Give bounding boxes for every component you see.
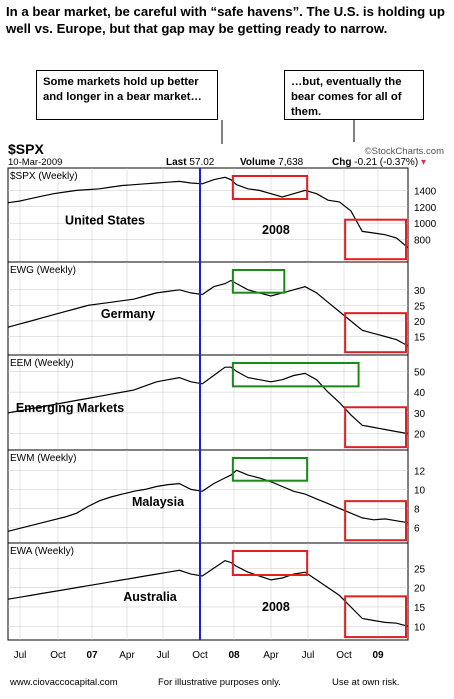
x-tick-label: Oct	[192, 650, 208, 661]
symbol: $SPX	[8, 141, 44, 157]
headline: In a bear market, be careful with “safe …	[6, 4, 445, 36]
y-tick-label: 20	[414, 430, 426, 441]
change-value: -0.21 (-0.37%)	[354, 157, 419, 168]
y-tick-label: 1400	[414, 186, 437, 197]
x-tick-label: Jul	[157, 650, 170, 661]
y-tick-label: 15	[414, 333, 426, 344]
x-tick-label: Oct	[50, 650, 66, 661]
panel-note: 2008	[262, 223, 290, 237]
price-line	[7, 279, 409, 347]
x-tick-label: Oct	[336, 650, 352, 661]
footer-risk: Use at own risk.	[332, 677, 400, 688]
y-tick-label: 8	[414, 504, 420, 515]
panel-note: 2008	[262, 600, 290, 614]
x-tick-label: Jul	[302, 650, 315, 661]
footer-site: www.ciovaccocapital.com	[10, 677, 118, 688]
panel-tag: EWG (Weekly)	[10, 265, 76, 276]
panel-1: 800 1000 1200 1400 $SPX (Weekly) United State…	[7, 167, 437, 263]
y-tick-label: 10	[414, 485, 426, 496]
y-tick-label: 40	[414, 388, 426, 399]
price-line	[7, 176, 409, 249]
y-tick-label: 10	[414, 622, 426, 633]
bear-box	[344, 312, 407, 354]
panel-tag: EEM (Weekly)	[10, 358, 74, 369]
x-tick-label: Apr	[263, 650, 279, 661]
panel-4: 6 8 10 12 EWM (Weekly) Malaysia	[7, 449, 426, 544]
panel-3: 20 30 40 50 EEM (Weekly) Emerging Markets	[7, 354, 426, 451]
y-tick-label: 25	[414, 564, 426, 575]
y-tick-label: 20	[414, 584, 426, 595]
chart-date: 10-Mar-2009	[8, 157, 63, 168]
x-tick-label: 07	[86, 650, 98, 661]
panel-tag: $SPX (Weekly)	[10, 171, 78, 182]
bear-box	[344, 500, 407, 542]
panel-title: Australia	[123, 590, 178, 604]
last-quote: Last 57.02	[166, 157, 214, 168]
x-tick-label: Apr	[119, 650, 135, 661]
price-line	[7, 469, 409, 532]
down-arrow-icon: ▾	[420, 157, 426, 168]
panel-title: Germany	[101, 307, 155, 321]
bear-box	[344, 595, 407, 639]
change-label: Chg	[332, 157, 352, 168]
y-tick-label: 1200	[414, 203, 437, 214]
volume-value: 7,638	[278, 157, 304, 168]
y-tick-label: 20	[414, 317, 426, 328]
volume: Volume 7,638	[240, 157, 303, 168]
panel-2: 15 20 25 30 EWG (Weekly) Germany	[7, 261, 426, 356]
y-tick-label: 12	[414, 466, 426, 477]
bear-box	[231, 175, 309, 201]
bear-box	[344, 218, 407, 261]
panel-5: 10 15 20 25 EWA (Weekly) Australia 2008	[7, 542, 426, 641]
panel-title: United States	[65, 213, 145, 227]
price-line	[7, 559, 409, 627]
callout-left: Some markets hold up better and longer i…	[36, 70, 218, 120]
bear-box	[344, 406, 407, 449]
y-tick-label: 15	[414, 603, 426, 614]
panel-frame	[7, 354, 409, 451]
panel-title: Emerging Markets	[16, 401, 124, 415]
x-tick-label: Jul	[14, 650, 27, 661]
panel-frame	[7, 542, 409, 641]
volume-label: Volume	[240, 157, 276, 168]
hold-box	[231, 269, 286, 294]
price-line	[7, 366, 409, 435]
y-tick-label: 30	[414, 286, 426, 297]
change: Chg -0.21 (-0.37%) ▾	[332, 157, 426, 168]
panel-tag: EWA (Weekly)	[10, 546, 74, 557]
last-value: 57.02	[189, 157, 215, 168]
panel-tag: EWM (Weekly)	[10, 453, 76, 464]
y-tick-label: 30	[414, 409, 426, 420]
y-tick-label: 50	[414, 367, 426, 378]
y-tick-label: 25	[414, 301, 426, 312]
bear-box	[231, 550, 309, 577]
panel-frame	[7, 167, 409, 263]
callout-right: …but, eventually the bear comes for all …	[284, 70, 424, 120]
y-tick-label: 6	[414, 523, 420, 534]
x-tick-label: 08	[228, 650, 240, 661]
last-label: Last	[166, 157, 187, 168]
x-tick-label: 09	[372, 650, 384, 661]
hold-box	[231, 457, 309, 482]
y-tick-label: 800	[414, 236, 431, 247]
y-tick-label: 1000	[414, 219, 437, 230]
panel-title: Malaysia	[132, 495, 185, 509]
footer-note: For illustrative purposes only.	[158, 677, 281, 688]
hold-box	[231, 362, 360, 388]
brand: ©StockCharts.com	[364, 146, 444, 157]
